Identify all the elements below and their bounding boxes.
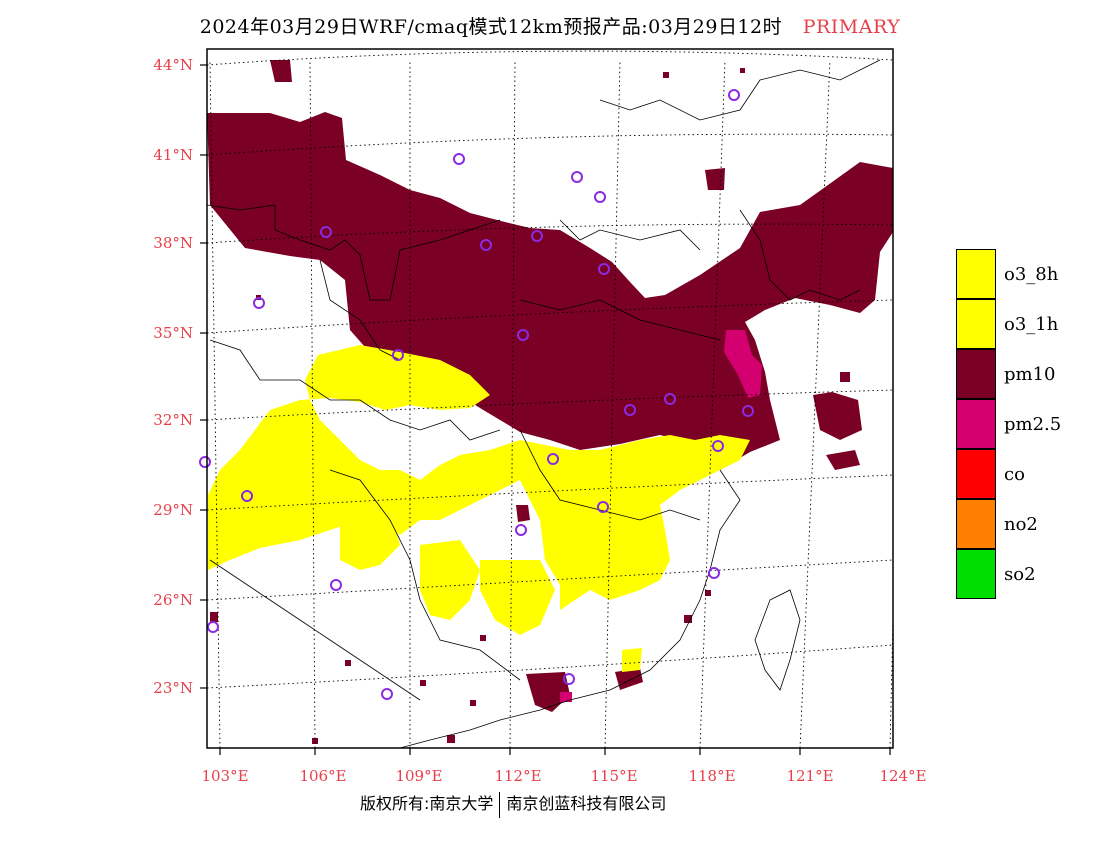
legend-label: pm2.5 xyxy=(1004,414,1062,435)
lon-label: 118°E xyxy=(688,767,735,785)
lat-label: 32°N xyxy=(153,411,193,429)
lat-label: 41°N xyxy=(153,146,193,164)
legend-label: o3_1h xyxy=(1004,314,1059,335)
lon-label: 106°E xyxy=(299,767,346,785)
lon-label: 115°E xyxy=(590,767,637,785)
lat-label: 23°N xyxy=(153,679,193,697)
legend-swatch-co xyxy=(956,449,996,499)
legend-label: no2 xyxy=(1004,514,1038,535)
title-main: 2024年03月29日WRF/cmaq模式12km预报产品:03月29日12时 xyxy=(199,16,783,38)
lat-label: 29°N xyxy=(153,501,193,519)
legend-swatch-pm10 xyxy=(956,349,996,399)
title-tag: PRIMARY xyxy=(802,16,901,38)
map-title: 2024年03月29日WRF/cmaq模式12km预报产品:03月29日12时 … xyxy=(0,12,1100,39)
lat-label: 44°N xyxy=(153,56,193,74)
station-markers xyxy=(199,89,754,700)
footer-left: 版权所有:南京大学 xyxy=(360,794,494,813)
lat-axis-labels: 44°N 41°N 38°N 35°N 32°N 29°N 26°N 23°N xyxy=(153,56,193,697)
lat-label: 35°N xyxy=(153,324,193,342)
legend-label: so2 xyxy=(1004,564,1036,585)
o3-field xyxy=(208,345,750,672)
lon-label: 121°E xyxy=(786,767,833,785)
pm10-field xyxy=(207,60,893,712)
lon-label: 112°E xyxy=(494,767,541,785)
copyright-footer: 版权所有:南京大学 南京创蓝科技有限公司 xyxy=(360,790,666,818)
legend-label: pm10 xyxy=(1004,364,1056,385)
frame-ticks xyxy=(200,64,891,755)
lat-label: 26°N xyxy=(153,591,193,609)
lon-axis-labels: 103°E 106°E 109°E 112°E 115°E 118°E 121°… xyxy=(201,767,926,785)
footer-right: 南京创蓝科技有限公司 xyxy=(506,794,667,813)
footer-divider xyxy=(499,791,501,818)
legend-label: o3_8h xyxy=(1004,264,1059,285)
legend-swatch-o3-1h xyxy=(956,299,996,349)
lon-label: 109°E xyxy=(395,767,442,785)
legend-swatch-no2 xyxy=(956,499,996,549)
legend: o3_8h o3_1h pm10 pm2.5 co no2 so2 xyxy=(956,249,1061,600)
graticule xyxy=(206,50,894,749)
lon-label: 124°E xyxy=(879,767,926,785)
legend-label: co xyxy=(1004,464,1025,485)
lon-label: 103°E xyxy=(201,767,248,785)
legend-swatch-so2 xyxy=(956,549,996,599)
map-frame xyxy=(206,48,894,749)
pm25-field xyxy=(560,330,762,702)
boundary-lines xyxy=(206,59,881,749)
legend-swatch-pm25 xyxy=(956,399,996,449)
lat-label: 38°N xyxy=(153,234,193,252)
legend-swatch-o3-8h xyxy=(956,249,996,299)
